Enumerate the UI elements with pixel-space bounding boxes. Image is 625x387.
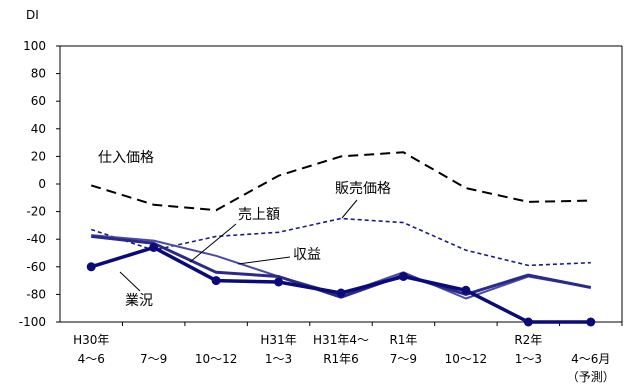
y-tick-label: -20 [26, 205, 46, 219]
y-tick-label: 40 [31, 122, 46, 136]
series-layer [86, 151, 596, 327]
annotation-shiire-kakaku: 仕入価格 [98, 150, 154, 166]
x-tick-label-line1: H31年 [260, 333, 296, 347]
x-axis: H30年 4～6 7～9 10～12 H31年 1～3 H31年4～ R1年6 R1年 7～9 10… [73, 322, 623, 384]
x-tick-label-line2: 7～9 [390, 352, 417, 366]
x-tick-label-line1: R1年 [389, 333, 417, 347]
x-tick-label-line2: 4～6月 [571, 352, 610, 366]
y-tick-label: -80 [26, 287, 46, 301]
series-point-4 [336, 288, 346, 298]
x-tick-label-line2: 4～6 [78, 352, 105, 366]
series-point-4 [523, 317, 533, 327]
x-tick-label-line1: H31年4～ [313, 333, 369, 347]
annotation-uriage: 売上額 [238, 207, 280, 223]
x-tick-label-line2: 1～3 [265, 352, 292, 366]
y-tick-label: -60 [26, 260, 46, 274]
series-point-4 [461, 285, 471, 295]
annotation-uriage-leader [189, 223, 237, 263]
y-axis: 100 80 60 40 20 0 -20 -40 -60 -80 -100 [19, 39, 60, 329]
x-tick-label-line1: H30年 [73, 333, 109, 347]
series-line-3 [91, 234, 592, 299]
y-tick-label: 100 [23, 39, 46, 53]
y-axis-title: DI [26, 8, 39, 22]
annotation-hanbai-kakaku: 販売価格 [335, 181, 391, 197]
series-point-4 [86, 262, 96, 272]
x-tick-label-line2: R1年6 [323, 352, 359, 366]
annotation-gyokyo-leader [119, 271, 141, 292]
annotations: 仕入価格 販売価格 売上額 収益 業況 [98, 150, 391, 309]
series-point-4 [586, 317, 596, 327]
annotation-shueki: 収益 [293, 247, 321, 263]
y-tick-label: -40 [26, 232, 46, 246]
annotation-shueki-leader [237, 256, 291, 265]
y-tick-label: 20 [31, 149, 46, 163]
annotation-gyokyo: 業況 [125, 293, 153, 309]
series-point-4 [211, 276, 221, 286]
x-tick-label-line2: 10～12 [445, 352, 488, 366]
y-tick-label: -100 [19, 315, 46, 329]
y-tick-label: 60 [31, 94, 46, 108]
series-line-1 [90, 217, 591, 267]
series-line-0 [90, 151, 591, 212]
series-point-4 [398, 271, 408, 281]
x-tick-label-line2: 1～3 [515, 352, 542, 366]
annotation-hanbai-kakaku-leader [341, 199, 358, 219]
x-tick-label-line1: R2年 [514, 333, 542, 347]
series-point-4 [274, 277, 284, 287]
y-tick-label: 0 [38, 177, 46, 191]
y-tick-label: 80 [31, 67, 46, 81]
x-tick-label-line3: （予測） [567, 370, 615, 384]
x-tick-label-line2: 10～12 [195, 352, 238, 366]
series-point-4 [149, 242, 159, 252]
x-tick-label-line2: 7～9 [140, 352, 167, 366]
series-line-4 [90, 245, 591, 324]
